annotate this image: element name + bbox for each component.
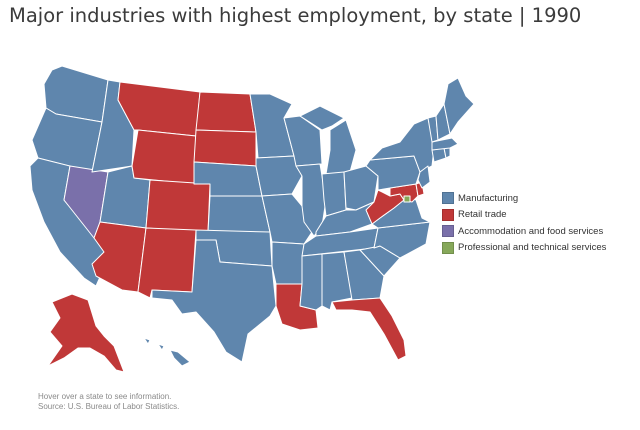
state-indiana[interactable] — [321, 171, 347, 217]
state-new-mexico[interactable] — [137, 227, 197, 299]
state-florida[interactable] — [331, 297, 407, 361]
legend-item-manufacturing: Manufacturing — [442, 190, 606, 207]
legend-swatch — [442, 225, 454, 238]
state-district-of-columbia[interactable] — [403, 195, 411, 203]
state-georgia[interactable] — [343, 249, 385, 301]
state-north-dakota[interactable] — [195, 91, 257, 133]
legend-label: Manufacturing — [458, 192, 519, 204]
state-colorado[interactable] — [145, 179, 211, 233]
state-maine[interactable] — [443, 77, 475, 135]
state-arkansas[interactable] — [271, 241, 305, 285]
legend-swatch — [442, 192, 454, 205]
state-south-dakota[interactable] — [193, 129, 257, 167]
state-wyoming[interactable] — [131, 129, 197, 185]
state-hawaii[interactable] — [143, 337, 191, 367]
map-title: Major industries with highest employment… — [9, 4, 582, 27]
map-footer: Hover over a state to see information. S… — [38, 392, 179, 412]
source-note: Source: U.S. Bureau of Labor Statistics. — [38, 402, 180, 411]
hover-note: Hover over a state to see information. — [38, 392, 172, 401]
legend-item-accommodation: Accommodation and food services — [442, 223, 606, 240]
state-massachusetts[interactable] — [431, 137, 459, 151]
legend-swatch — [442, 241, 454, 254]
state-arizona[interactable] — [91, 221, 147, 293]
state-new-jersey[interactable] — [417, 165, 431, 189]
map-legend: Manufacturing Retail trade Accommodation… — [442, 190, 606, 256]
state-alaska[interactable] — [47, 293, 125, 373]
legend-item-retail-trade: Retail trade — [442, 207, 606, 224]
legend-item-professional: Professional and technical services — [442, 240, 606, 257]
legend-label: Professional and technical services — [458, 242, 607, 254]
state-texas[interactable] — [151, 239, 277, 363]
legend-label: Accommodation and food services — [458, 225, 604, 237]
state-mississippi[interactable] — [299, 253, 323, 311]
legend-swatch — [442, 208, 454, 221]
state-missouri[interactable] — [261, 193, 313, 245]
state-kansas[interactable] — [207, 195, 271, 233]
legend-label: Retail trade — [458, 209, 507, 221]
